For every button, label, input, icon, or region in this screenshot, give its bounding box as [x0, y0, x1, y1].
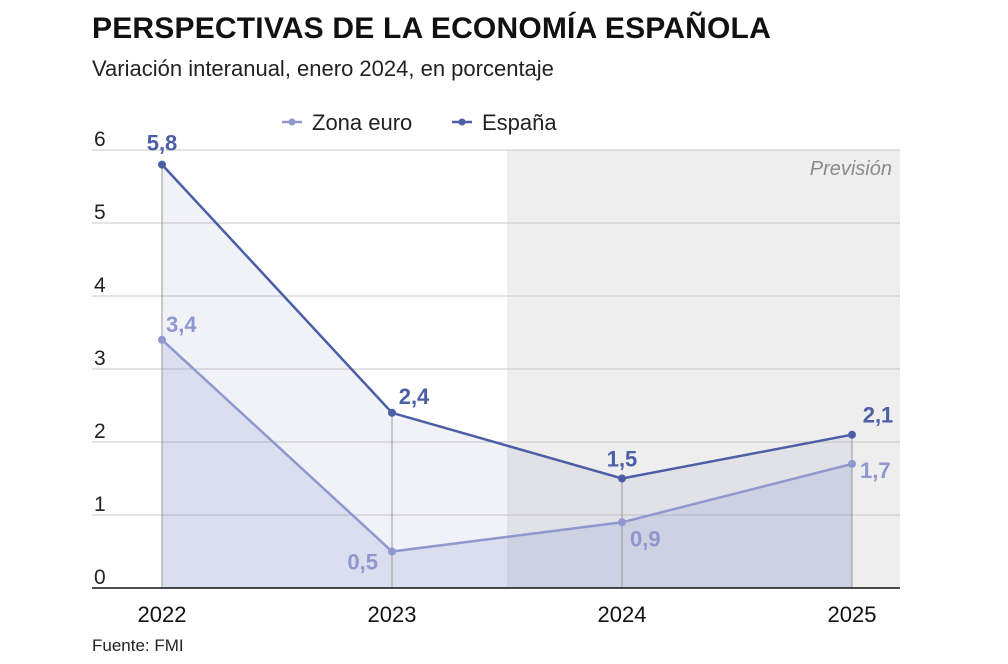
- x-tick-label-2025: 2025: [828, 602, 877, 627]
- series-line-espana: [161, 163, 853, 480]
- x-tick-label-2024: 2024: [598, 602, 647, 627]
- y-tick-label-4: 4: [94, 274, 106, 297]
- data-point-espana-2025: [848, 430, 856, 439]
- data-point-espana-2024: [618, 474, 626, 483]
- data-label-espana-2025: 2,1: [863, 403, 894, 428]
- y-tick-label-6: 6: [94, 128, 106, 151]
- data-label-espana-2024: 1,5: [607, 447, 638, 472]
- series-line-zona-euro: [161, 338, 853, 553]
- legend-marker-espana: [458, 118, 466, 126]
- y-tick-label-5: 5: [94, 201, 106, 224]
- data-label-zona-euro-2025: 1,7: [860, 458, 891, 483]
- y-tick-label-0: 0: [94, 566, 106, 589]
- legend-label-zona-euro: Zona euro: [312, 110, 412, 135]
- y-tick-label-1: 1: [94, 493, 106, 516]
- data-point-espana-2022: [158, 160, 166, 169]
- data-point-zona-euro-2023: [388, 547, 396, 556]
- chart-subtitle: Variación interanual, enero 2024, en por…: [92, 56, 554, 81]
- area-espana: [162, 164, 852, 588]
- data-point-zona-euro-2024: [618, 518, 626, 527]
- chart-title: PERSPECTIVAS DE LA ECONOMÍA ESPAÑOLA: [92, 12, 771, 45]
- data-label-zona-euro-2024: 0,9: [630, 526, 661, 551]
- y-tick-label-2: 2: [94, 420, 106, 443]
- source-note: Fuente: FMI: [92, 636, 184, 655]
- data-label-zona-euro-2022: 3,4: [166, 312, 197, 337]
- data-label-espana-2023: 2,4: [399, 384, 430, 409]
- legend-label-espana: España: [482, 110, 557, 135]
- forecast-label: Previsión: [810, 158, 892, 180]
- data-point-zona-euro-2025: [848, 459, 856, 468]
- data-label-zona-euro-2023: 0,5: [347, 550, 378, 575]
- data-point-espana-2023: [388, 408, 396, 417]
- data-label-espana-2022: 5,8: [147, 131, 178, 156]
- x-tick-label-2022: 2022: [138, 602, 187, 627]
- legend-marker-zona-euro: [288, 118, 296, 126]
- area-zona-euro: [162, 339, 852, 588]
- x-tick-label-2023: 2023: [368, 602, 417, 627]
- data-point-zona-euro-2022: [158, 335, 166, 344]
- y-tick-label-3: 3: [94, 347, 106, 370]
